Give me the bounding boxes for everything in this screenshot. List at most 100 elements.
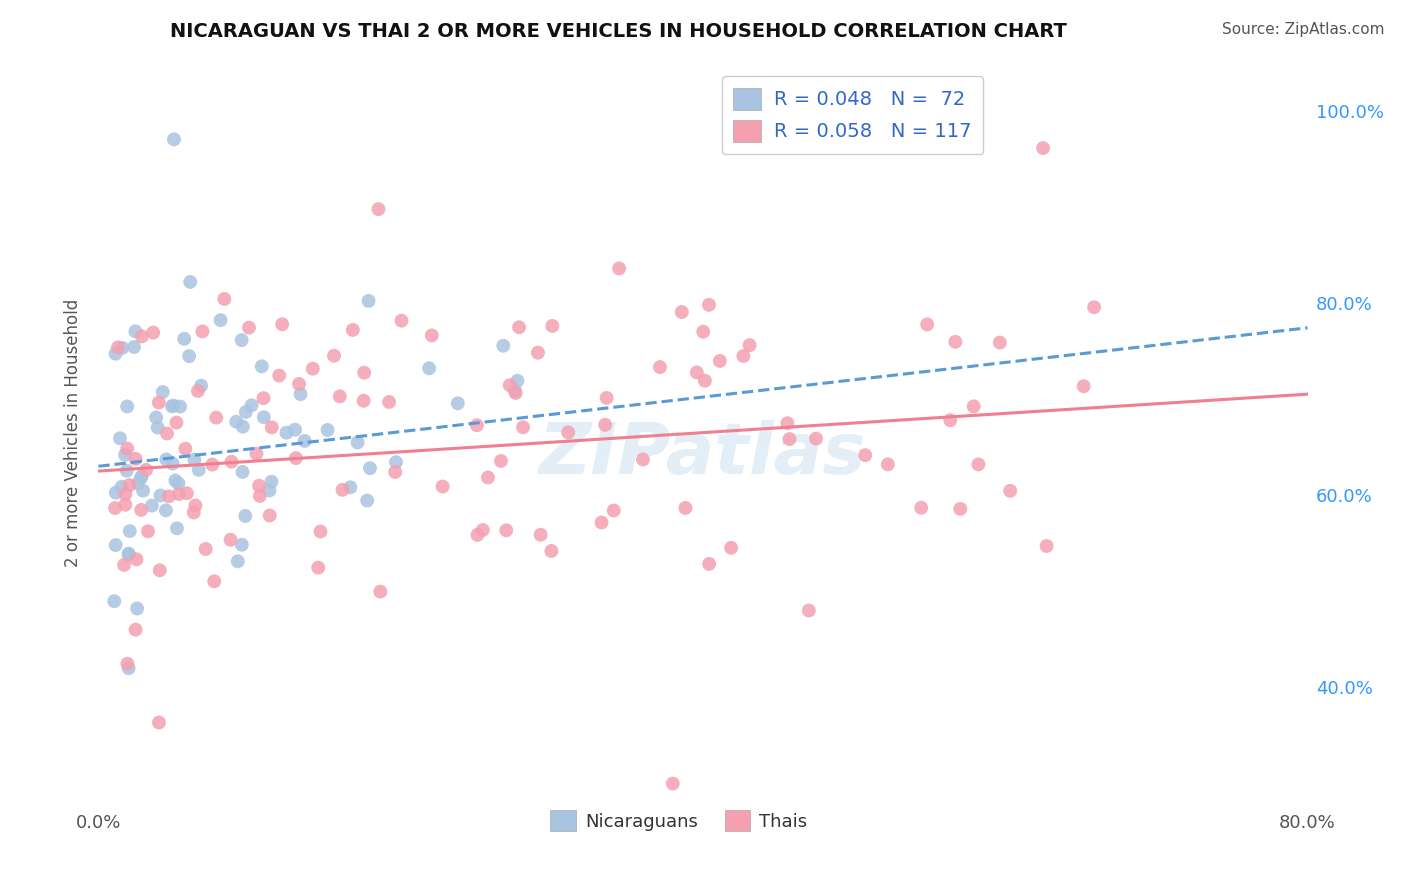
Point (124, 324, 146, 338)
Point (235, 405, 257, 419)
Point (131, 469, 153, 483)
Point (141, 499, 163, 513)
Point (104, 347, 127, 361)
Point (290, 387, 312, 401)
Point (631, 452, 654, 467)
Point (876, 458, 898, 472)
Point (111, 341, 134, 355)
Text: Source: ZipAtlas.com: Source: ZipAtlas.com (1222, 22, 1385, 37)
Point (166, 521, 188, 535)
Point (179, 349, 201, 363)
Point (253, 410, 276, 425)
Point (284, 423, 307, 437)
Point (167, 476, 190, 491)
Point (603, 503, 626, 517)
Point (853, 448, 876, 462)
Point (512, 420, 534, 434)
Point (184, 499, 207, 513)
Point (214, 292, 236, 306)
Point (173, 332, 195, 346)
Point (593, 417, 616, 432)
Point (353, 366, 375, 380)
Point (118, 478, 141, 492)
Point (384, 465, 406, 479)
Point (209, 313, 232, 327)
Point (183, 506, 205, 520)
Point (271, 318, 294, 332)
Point (284, 451, 307, 466)
Point (720, 541, 742, 555)
Point (149, 563, 172, 577)
Point (165, 474, 187, 488)
Point (238, 320, 260, 334)
Point (804, 432, 827, 446)
Point (232, 419, 254, 434)
Point (447, 396, 470, 410)
Point (503, 384, 526, 398)
Point (155, 452, 177, 467)
Point (118, 524, 141, 538)
Point (259, 483, 281, 498)
Point (205, 410, 228, 425)
Point (118, 661, 141, 675)
Point (179, 275, 201, 289)
Point (129, 503, 152, 517)
Point (124, 451, 146, 466)
Point (797, 132, 820, 146)
Point (165, 416, 187, 430)
Point (187, 384, 209, 398)
Point (697, 298, 720, 312)
Point (288, 376, 311, 391)
Point (146, 420, 169, 434)
Point (231, 333, 253, 347)
Point (112, 558, 135, 572)
Point (160, 400, 183, 414)
Point (339, 480, 361, 494)
Point (111, 480, 134, 494)
Point (114, 448, 136, 462)
Point (169, 400, 191, 414)
Point (148, 715, 170, 730)
Point (155, 503, 177, 517)
Point (162, 457, 184, 471)
Point (675, 500, 697, 515)
Point (316, 423, 339, 437)
Point (132, 483, 155, 498)
Point (148, 395, 170, 409)
Point (595, 391, 617, 405)
Point (115, 464, 138, 478)
Point (508, 320, 530, 334)
Point (671, 305, 693, 319)
Point (471, 523, 494, 537)
Point (477, 470, 499, 484)
Point (247, 479, 270, 493)
Point (686, 366, 709, 380)
Point (149, 488, 172, 502)
Point (233, 508, 256, 523)
Point (276, 425, 298, 440)
Point (176, 486, 198, 500)
Point (183, 452, 205, 467)
Point (495, 523, 517, 537)
Point (142, 326, 165, 340)
Point (692, 325, 714, 339)
Point (323, 349, 346, 363)
Point (157, 489, 180, 503)
Point (661, 776, 683, 790)
Point (963, 400, 986, 414)
Point (240, 398, 263, 412)
Point (114, 487, 136, 501)
Point (129, 471, 152, 485)
Point (779, 432, 801, 446)
Point (420, 328, 443, 343)
Point (309, 524, 332, 539)
Point (131, 329, 153, 343)
Point (117, 547, 139, 561)
Point (301, 361, 323, 376)
Point (135, 463, 157, 477)
Point (190, 378, 212, 392)
Point (541, 318, 564, 333)
Point (527, 345, 550, 359)
Legend: Nicaraguans, Thais: Nicaraguans, Thais (543, 803, 814, 838)
Point (910, 500, 932, 515)
